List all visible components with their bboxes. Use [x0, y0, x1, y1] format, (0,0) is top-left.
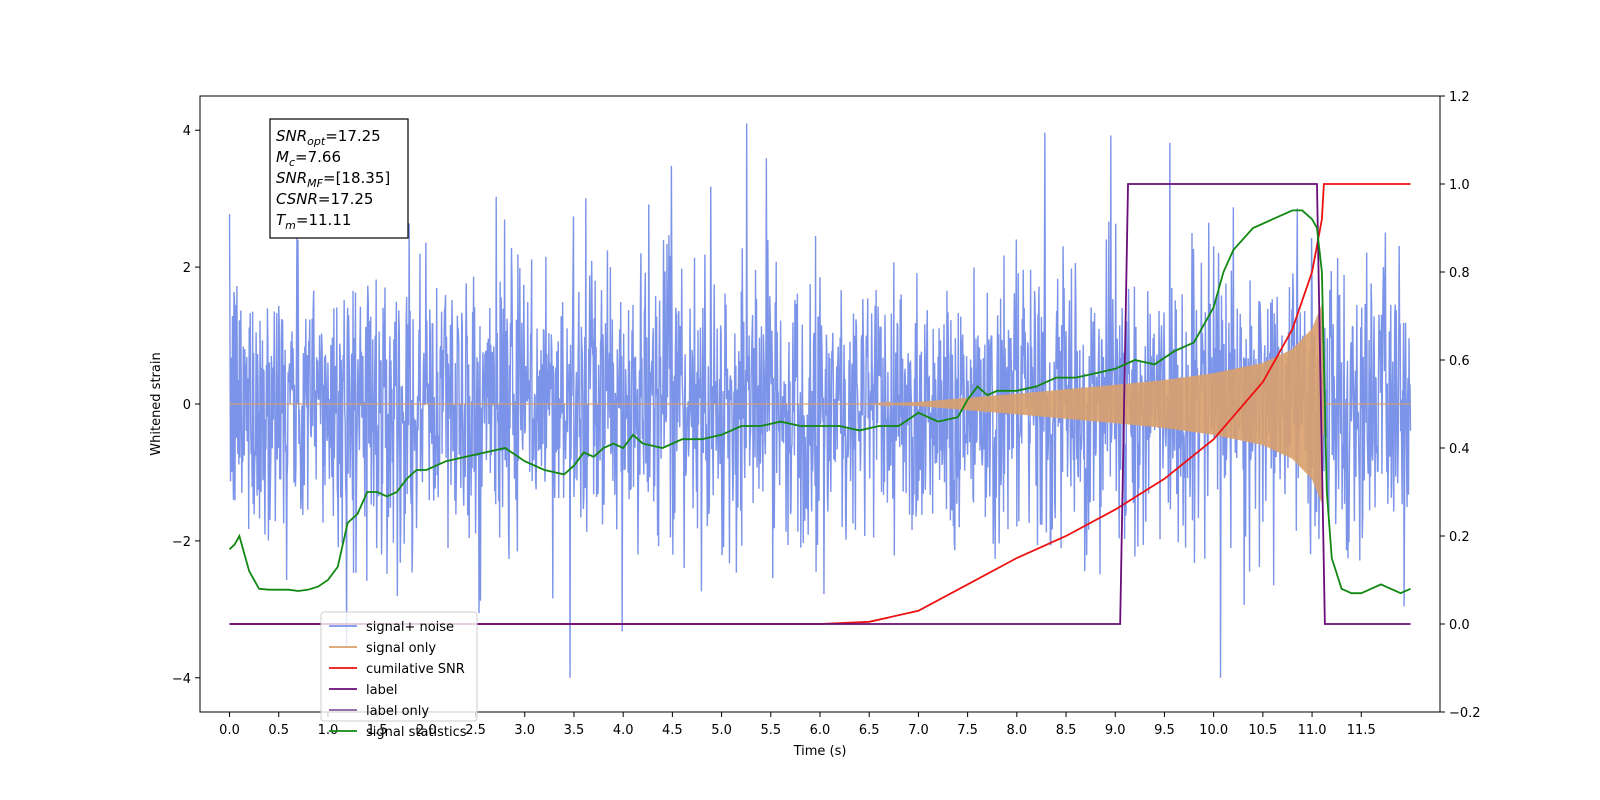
- x-tick-label: 10.5: [1248, 723, 1277, 738]
- x-tick-label: 1.5: [367, 723, 388, 738]
- x-tick-label: 1.0: [318, 723, 339, 738]
- x-tick-label: 2.0: [416, 723, 437, 738]
- series-cumilative-snr: [229, 183, 1411, 625]
- y-right-tick-label: 0.8: [1449, 266, 1470, 281]
- x-tick-label: 9.0: [1105, 723, 1126, 738]
- series-label: [229, 183, 1411, 625]
- y-axis-label: Whitened strain: [149, 352, 164, 455]
- annotation-line: Tm=11.11: [276, 211, 351, 232]
- x-tick-label: 5.5: [760, 723, 781, 738]
- x-axis-label: Time (s): [793, 744, 847, 759]
- legend: signal+ noise signal only cumilative SNR la…: [320, 611, 478, 740]
- x-tick-label: 4.5: [662, 723, 683, 738]
- x-tick-label: 11.5: [1347, 723, 1376, 738]
- annotation-line: SNRopt=17.25: [276, 127, 381, 148]
- x-tick-label: 7.5: [957, 723, 978, 738]
- y-right-tick-label: 1.0: [1449, 178, 1470, 193]
- series-signal-only: [229, 304, 1411, 503]
- x-tick-label: 7.0: [908, 723, 929, 738]
- y-left-tick-label: 4: [183, 124, 191, 139]
- annotation-box: SNRopt=17.25Mc=7.66SNRMF=[18.35]CSNR=17.…: [269, 118, 409, 239]
- y-right-tick-label: 0.4: [1449, 442, 1470, 457]
- annotation-line: Mc=7.66: [276, 148, 341, 169]
- x-tick-label: 0.5: [268, 723, 289, 738]
- series-signal-statistics: [228, 209, 1411, 595]
- legend-label: label: [366, 683, 397, 698]
- legend-label: cumilative SNR: [366, 662, 465, 677]
- y-left-tick-label: 2: [183, 261, 191, 276]
- legend-label: label only: [366, 704, 429, 719]
- annotation-line: SNRMF=[18.35]: [276, 169, 390, 190]
- x-tick-label: 8.0: [1006, 723, 1027, 738]
- y-left-tick-label: 0: [183, 398, 191, 413]
- y-right-tick-label: 0.2: [1449, 530, 1470, 545]
- legend-label: signal statistics: [366, 725, 467, 740]
- x-tick-label: 8.5: [1056, 723, 1077, 738]
- x-tick-label: 6.5: [859, 723, 880, 738]
- x-tick-label: 3.5: [564, 723, 585, 738]
- x-tick-label: 4.0: [613, 723, 634, 738]
- y-left-tick-label: −2: [172, 535, 191, 550]
- y-right-tick-label: 1.2: [1449, 90, 1470, 105]
- x-tick-label: 5.0: [711, 723, 732, 738]
- x-tick-label: 2.5: [465, 723, 486, 738]
- series-signal-noise: [228, 123, 1412, 678]
- annotation-line: CSNR=17.25: [276, 190, 373, 208]
- legend-label: signal only: [366, 641, 436, 656]
- x-tick-label: 0.0: [219, 723, 240, 738]
- x-tick-label: 6.0: [810, 723, 831, 738]
- legend-label: signal+ noise: [366, 620, 454, 635]
- y-right-tick-label: −0.2: [1449, 706, 1481, 721]
- x-tick-label: 10.0: [1199, 723, 1228, 738]
- x-tick-label: 11.0: [1298, 723, 1327, 738]
- y-right-tick-label: 0.6: [1449, 354, 1470, 369]
- x-tick-label: 9.5: [1154, 723, 1175, 738]
- y-left-tick-label: −4: [172, 672, 191, 687]
- x-tick-label: 3.0: [514, 723, 535, 738]
- y-right-tick-label: 0.0: [1449, 618, 1470, 633]
